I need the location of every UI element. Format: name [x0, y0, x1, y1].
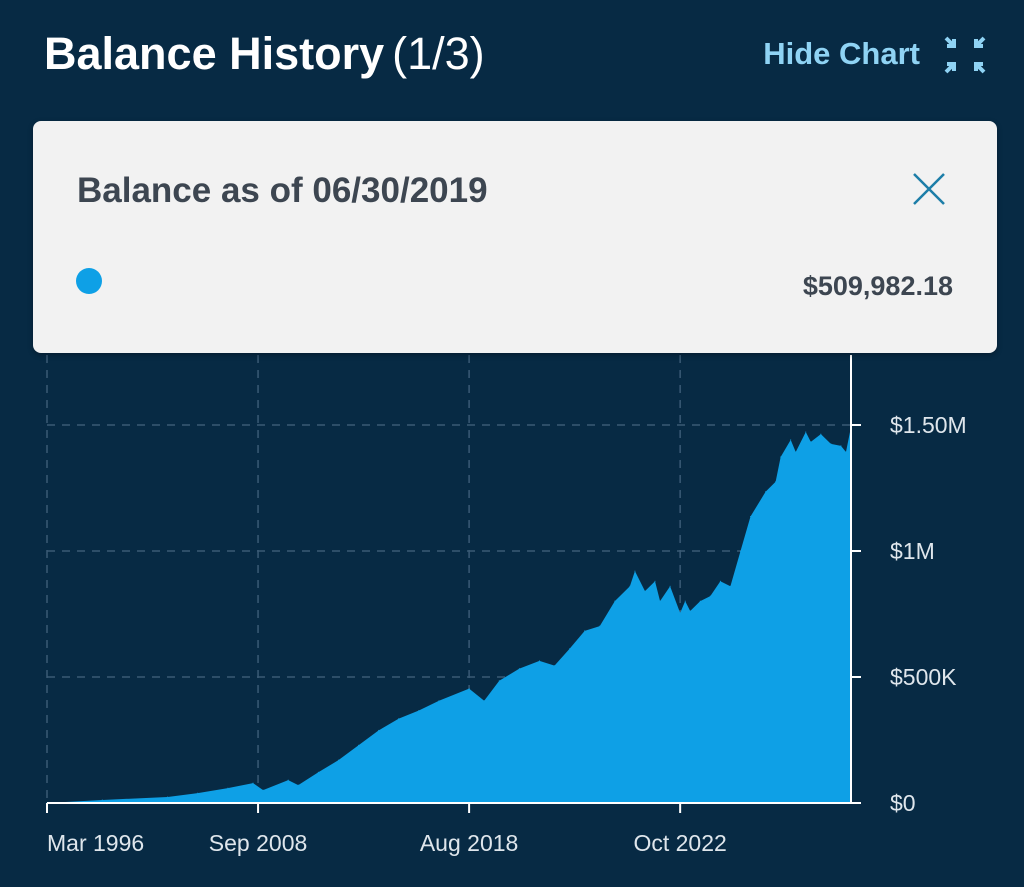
data-point	[262, 789, 264, 791]
x-tick-label: Sep 2008	[209, 830, 307, 856]
x-tick-label: Mar 1996	[47, 830, 144, 856]
data-point	[483, 700, 485, 702]
data-point	[840, 445, 842, 447]
data-point	[252, 782, 254, 784]
data-point	[820, 433, 822, 435]
data-point	[599, 625, 601, 627]
data-point	[197, 792, 199, 794]
y-tick-label: $500K	[890, 664, 957, 690]
data-point	[775, 481, 777, 483]
data-point	[337, 759, 339, 761]
data-point	[790, 439, 792, 441]
data-point	[398, 718, 400, 720]
data-point	[297, 784, 299, 786]
data-point	[167, 796, 169, 798]
page-title: Balance History (1/3)	[44, 28, 485, 80]
tooltip-card: Balance as of 06/30/2019 $509,982.18	[33, 121, 997, 353]
data-point	[438, 700, 440, 702]
y-tick-label: $0	[890, 790, 916, 816]
data-point	[554, 665, 556, 667]
data-point	[584, 630, 586, 632]
data-point	[780, 456, 782, 458]
data-point	[830, 443, 832, 445]
data-point	[378, 729, 380, 731]
data-point	[719, 580, 721, 582]
y-tick-label: $1.50M	[890, 412, 967, 438]
data-point	[739, 550, 741, 552]
data-point	[750, 515, 751, 517]
data-point	[689, 610, 691, 612]
data-point	[227, 787, 229, 789]
tooltip-title: Balance as of 06/30/2019	[77, 171, 488, 210]
collapse-icon[interactable]	[940, 32, 990, 78]
data-point	[679, 612, 681, 614]
data-point	[634, 570, 636, 572]
data-point	[358, 744, 360, 746]
data-point	[684, 600, 686, 602]
series-dot-icon	[76, 268, 102, 294]
data-point	[765, 491, 767, 493]
tooltip-value: $509,982.18	[802, 271, 953, 301]
hide-chart-button[interactable]: Hide Chart	[763, 36, 920, 71]
data-point	[418, 710, 420, 712]
title-text: Balance History	[44, 28, 385, 79]
data-point	[538, 660, 540, 662]
data-point	[659, 600, 661, 602]
data-point	[498, 680, 500, 682]
x-tick-label: Aug 2018	[420, 830, 518, 856]
x-tick-label: Oct 2022	[633, 830, 726, 856]
balance-area	[47, 427, 851, 803]
data-point	[709, 595, 711, 597]
close-icon[interactable]	[911, 171, 947, 207]
data-point	[699, 600, 701, 602]
data-point	[669, 585, 671, 587]
data-point	[795, 451, 797, 453]
data-point	[729, 585, 731, 587]
data-point	[654, 580, 656, 582]
data-point	[468, 688, 470, 690]
data-point	[614, 600, 616, 602]
data-point	[101, 799, 103, 801]
chart-count: (1/3)	[392, 28, 485, 79]
data-point	[810, 441, 812, 443]
data-point	[644, 590, 646, 592]
data-point	[805, 431, 807, 433]
data-point	[845, 451, 847, 453]
data-point	[569, 648, 571, 650]
data-point	[629, 585, 631, 587]
data-point	[287, 779, 289, 781]
data-point	[518, 668, 520, 670]
data-point	[317, 771, 319, 773]
y-tick-label: $1M	[890, 538, 935, 564]
